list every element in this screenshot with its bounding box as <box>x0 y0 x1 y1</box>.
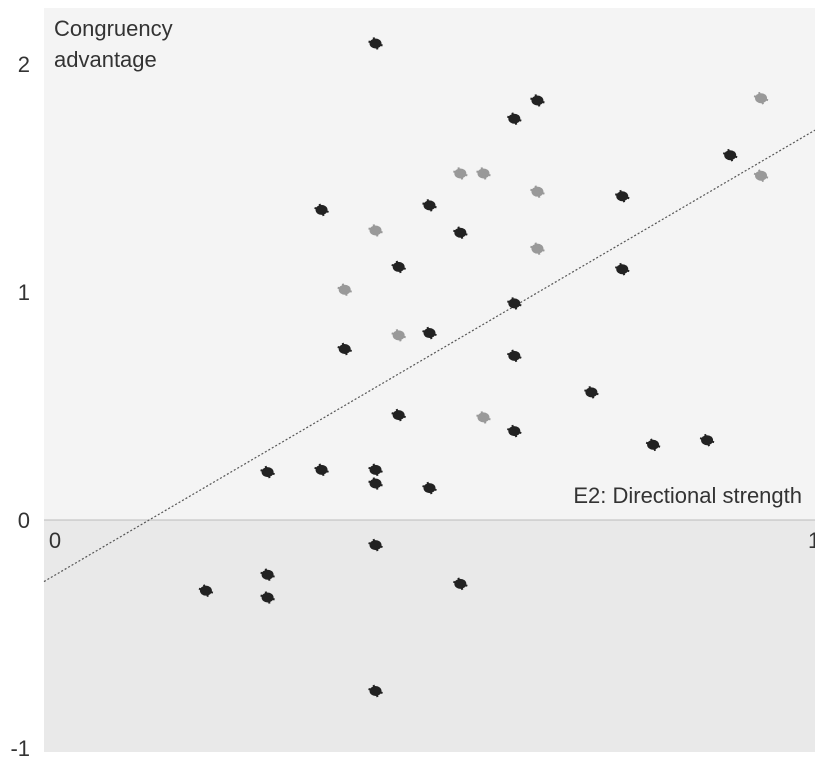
data-point <box>530 185 545 198</box>
data-point <box>422 326 437 340</box>
y-axis-label-line-2: advantage <box>54 47 157 72</box>
data-point <box>507 297 522 310</box>
data-point <box>699 433 715 447</box>
data-point <box>314 463 329 477</box>
data-point <box>260 591 275 604</box>
data-point <box>368 224 383 237</box>
data-point <box>453 226 468 240</box>
y-tick-label-1: 1 <box>18 280 30 305</box>
data-point <box>368 463 383 477</box>
data-point <box>507 424 522 438</box>
data-point <box>530 94 545 107</box>
data-point <box>645 438 661 452</box>
data-point <box>368 37 383 50</box>
data-point <box>368 538 383 552</box>
y-axis-label-line-1: Congruency <box>54 16 173 41</box>
data-point <box>476 167 491 180</box>
trend-line <box>43 129 815 583</box>
data-point <box>453 167 468 180</box>
data-point <box>368 477 383 490</box>
positive-region-background <box>44 8 815 520</box>
data-point <box>314 203 329 217</box>
data-point <box>422 481 437 495</box>
data-point <box>391 329 406 342</box>
x-axis-label: E2: Directional strength <box>573 483 802 508</box>
x-tick-label-0: 0 <box>49 528 61 553</box>
data-point <box>507 349 522 363</box>
data-point <box>337 283 352 297</box>
data-point <box>198 584 214 597</box>
data-point <box>507 112 522 126</box>
data-point <box>614 262 630 276</box>
data-point <box>584 386 599 399</box>
data-point <box>722 148 738 162</box>
x-tick-label-1: 1 <box>808 528 815 553</box>
y-tick-label-0: 0 <box>18 508 30 533</box>
data-point <box>422 199 437 212</box>
y-tick-label-neg1: -1 <box>10 736 30 761</box>
data-point <box>260 568 275 582</box>
data-point <box>453 577 468 591</box>
y-tick-label-2: 2 <box>18 52 30 77</box>
data-point <box>614 189 630 203</box>
data-point <box>476 411 491 424</box>
data-point <box>337 342 352 356</box>
negative-region-background <box>44 520 815 752</box>
data-points <box>198 37 769 698</box>
data-point <box>391 260 406 274</box>
data-point <box>753 169 769 183</box>
data-point <box>260 465 275 479</box>
data-point <box>391 408 406 422</box>
data-point <box>753 91 769 105</box>
data-point <box>530 242 545 255</box>
data-point <box>368 684 383 698</box>
